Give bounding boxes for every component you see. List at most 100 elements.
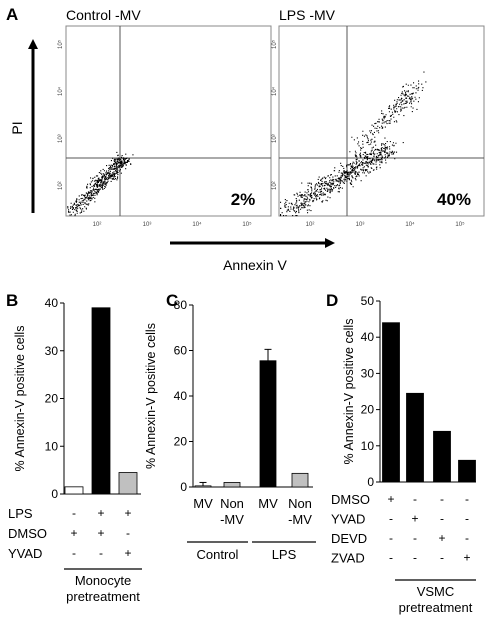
y-tick-label: 10²	[58, 181, 64, 190]
bar	[382, 322, 400, 483]
group-label: LPS	[272, 547, 297, 562]
y-tick-label: 20	[45, 392, 59, 406]
treatment-mark: -	[465, 492, 469, 506]
y-axis-label: % Annexin-V positive cells	[144, 323, 158, 469]
treatment-mark: +	[70, 526, 77, 540]
treatment-mark: -	[440, 512, 444, 526]
y-tick-label: 50	[361, 294, 375, 308]
treatment-mark: +	[463, 551, 470, 565]
treatment-mark: -	[465, 512, 469, 526]
y-tick-label: 80	[174, 298, 188, 312]
y-tick-label: 10⁴	[57, 86, 64, 96]
treatment-mark: +	[97, 506, 104, 520]
treatment-mark: -	[72, 506, 76, 520]
y-tick-label: 20	[361, 403, 375, 417]
treatment-mark: -	[440, 492, 444, 506]
panel-b: B 0 10 20 30 40 % Annexin-V positive cells LPS -…	[6, 291, 142, 604]
percent-label: 40%	[437, 190, 471, 209]
y-tick-label: 0	[367, 475, 374, 489]
bar	[433, 430, 451, 483]
y-tick-labels: 10⁵ 10⁴ 10³ 10²	[57, 39, 64, 190]
panel-a: A PI Annexin V Control -MV 10⁵ 10⁴ 10³ 1…	[6, 5, 485, 273]
panel-c: C 0 20 40 60 80 % Annexin-V positive cells MV No…	[144, 291, 316, 562]
treatment-mark: -	[440, 551, 444, 565]
bar	[406, 392, 424, 483]
y-axis-label: % Annexin-V positive cells	[13, 326, 27, 472]
x-tick-labels: 10² 10³ 10⁴ 10⁵	[306, 221, 465, 228]
treatment-label: LPS	[8, 506, 33, 521]
bar	[223, 482, 241, 488]
y-tick-label: 40	[361, 330, 375, 344]
flow-plot-title: LPS -MV	[279, 7, 336, 23]
bar	[291, 472, 309, 488]
y-tick-label: 10⁵	[271, 39, 278, 49]
panel-d: D 0 10 20 30 40 50 % Annexin-V positive cells DM…	[326, 291, 476, 615]
category-label: MV	[193, 496, 213, 511]
x-tick-label: 10²	[93, 222, 102, 228]
y-tick-label: 20	[174, 435, 188, 449]
y-tick-label: 10⁵	[57, 39, 64, 49]
y-axis-label: % Annexin-V positive cells	[342, 319, 356, 465]
y-tick-label: 0	[180, 480, 187, 494]
panel-letter: B	[6, 291, 18, 310]
treatment-mark: -	[126, 526, 130, 540]
x-tick-label: 10⁵	[455, 221, 465, 228]
treatment-label: YVAD	[8, 546, 42, 561]
flow-plot-lps: LPS -MV 10⁵ 10⁴ 10³ 10² 10² 10³ 10⁴ 10⁵ …	[271, 7, 485, 228]
treatment-mark: +	[411, 512, 418, 526]
treatment-mark: -	[413, 531, 417, 545]
group-label: pretreatment	[66, 589, 140, 604]
bar	[458, 459, 476, 483]
scatter-point-cloud	[67, 151, 134, 217]
y-tick-label: 10³	[272, 134, 278, 143]
y-tick-label: 30	[45, 344, 59, 358]
flow-plot-control: Control -MV 10⁵ 10⁴ 10³ 10² 10² 10³ 10⁴ …	[57, 7, 272, 228]
group-label: VSMC	[417, 584, 455, 599]
treatment-mark: +	[438, 531, 445, 545]
group-label: pretreatment	[399, 600, 473, 615]
y-tick-label: 0	[51, 487, 58, 501]
x-tick-label: 10²	[306, 222, 315, 228]
treatment-mark: -	[413, 551, 417, 565]
treatment-mark: -	[99, 546, 103, 560]
y-tick-label: 10²	[272, 181, 278, 190]
scatter-point-cloud	[280, 137, 404, 217]
treatment-label: DEVD	[331, 531, 367, 546]
y-tick-label: 10⁴	[271, 86, 278, 96]
scatter-dots	[67, 151, 134, 217]
treatment-mark: -	[413, 492, 417, 506]
x-tick-label: 10⁴	[405, 221, 415, 228]
flow-plot-frame	[278, 25, 485, 217]
panel-letter: C	[166, 291, 178, 310]
x-tick-labels: 10² 10³ 10⁴ 10⁵	[93, 221, 252, 228]
category-label: -MV	[220, 512, 244, 527]
group-label: Control	[197, 547, 239, 562]
y-tick-label: 10³	[58, 134, 64, 143]
treatment-mark: -	[72, 546, 76, 560]
x-tick-label: 10⁴	[192, 221, 202, 228]
bar	[118, 472, 138, 495]
flow-plot-title: Control -MV	[66, 7, 141, 23]
category-label: Non	[220, 496, 244, 511]
y-tick-label: 10	[361, 439, 375, 453]
y-tick-labels: 10⁵ 10⁴ 10³ 10²	[271, 39, 278, 190]
treatment-mark: +	[124, 506, 131, 520]
treatment-mark: -	[389, 531, 393, 545]
y-tick-label: 40	[174, 389, 188, 403]
y-tick-label: 30	[361, 366, 375, 380]
category-label: Non	[288, 496, 312, 511]
scatter-point-cloud	[349, 84, 417, 157]
treatment-mark: -	[465, 531, 469, 545]
category-label: MV	[258, 496, 278, 511]
scatter-dots	[280, 71, 427, 217]
panel-a-letter: A	[6, 5, 18, 24]
annexin-axis-label: Annexin V	[223, 257, 287, 273]
treatment-label: YVAD	[331, 512, 365, 527]
bar	[194, 485, 212, 488]
treatment-label: ZVAD	[331, 551, 365, 566]
treatment-mark: +	[387, 492, 394, 506]
y-tick-label: 60	[174, 344, 188, 358]
bar	[64, 486, 84, 495]
treatment-mark: -	[389, 551, 393, 565]
